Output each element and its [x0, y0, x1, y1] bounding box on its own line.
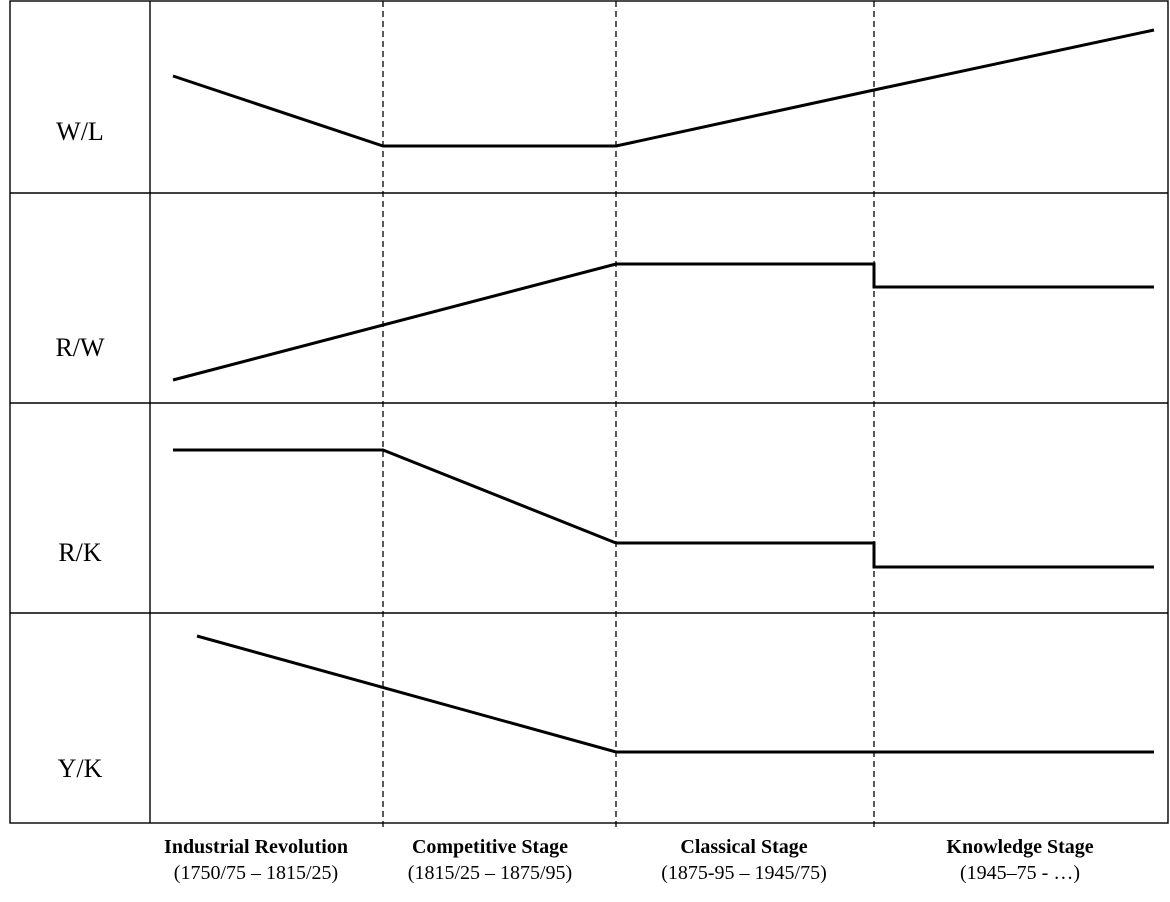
row-label-w-l: W/L — [56, 117, 104, 146]
diagram-frame — [9, 0, 1169, 824]
stage-period: (1750/75 – 1815/25) — [173, 862, 339, 884]
stage-knowledge: Knowledge Stage (1945–75 - …) — [890, 834, 1150, 886]
stage-classical: Classical Stage (1875-95 – 1945/75) — [614, 834, 874, 886]
stage-period: (1875-95 – 1945/75) — [661, 862, 827, 884]
stage-name: Industrial Revolution — [164, 836, 348, 858]
stage-name: Knowledge Stage — [946, 836, 1094, 858]
stage-name: Classical Stage — [680, 836, 808, 858]
row-label-r-k: R/K — [58, 538, 102, 567]
stage-period: (1945–75 - …) — [960, 862, 1080, 884]
trend-line-y-k — [196, 634, 1154, 754]
trend-line-r-k — [173, 448, 1154, 569]
trend-line-w-l — [172, 28, 1155, 148]
stage-labels: Industrial Revolution (1750/75 – 1815/25… — [0, 834, 1170, 894]
stage-industrial-revolution: Industrial Revolution (1750/75 – 1815/25… — [126, 834, 386, 886]
row-label-r-w: R/W — [55, 333, 105, 362]
ratio-trend-diagram: W/L R/W R/K Y/K — [9, 0, 1169, 830]
row-label-y-k: Y/K — [58, 754, 103, 783]
stage-name: Competitive Stage — [411, 836, 569, 858]
stage-competitive: Competitive Stage (1815/25 – 1875/95) — [360, 834, 620, 886]
trend-line-r-w — [172, 262, 1154, 382]
stage-period: (1815/25 – 1875/95) — [407, 862, 573, 884]
